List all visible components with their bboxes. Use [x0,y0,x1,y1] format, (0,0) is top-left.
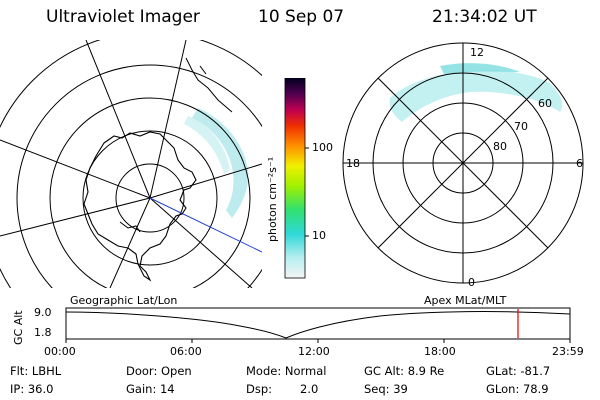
time-tick-1200: 12:00 [298,345,330,358]
seq-info: Seq: 39 [364,382,408,396]
time-tick-1800: 18:00 [424,345,456,358]
time-tick-0000: 00:00 [44,345,76,358]
time-tick-2359: 23:59 [552,345,584,358]
colorbar [284,78,309,279]
colorbar-unit-label: photon cm⁻²s⁻¹ [266,156,279,242]
aurora-emission [192,108,249,218]
mlt-label-18: 18 [346,157,360,170]
ip-info: IP: 36.0 [10,382,54,396]
colorbar-tick-10: 10 [312,229,326,242]
altitude-y-label: GC Alt [12,310,25,345]
antarctica-outline [83,131,197,282]
time-tick-0600: 06:00 [170,345,202,358]
altitude-strip [65,307,571,343]
altitude-curve [65,311,571,339]
instrument-title: Ultraviolet Imager [46,7,200,27]
glon-info: GLon: 78.9 [486,382,549,396]
gain-info: Gain: 14 [126,382,175,396]
apex-polar-plot [342,42,584,284]
mlt-label-12: 12 [470,46,484,59]
gc-alt-info: GC Alt: 8.9 Re [364,364,445,378]
geographic-panel-label: Geographic Lat/Lon [70,294,178,307]
time-label: 21:34:02 UT [432,7,537,27]
mode-info: Mode: Normal [246,364,327,378]
dsp-label: Dsp: [246,382,273,396]
colorbar-tick-100: 100 [312,141,333,154]
lat-label-80: 80 [493,140,507,153]
dsp-value: 2.0 [300,382,319,396]
aurora-oval [389,70,563,122]
altitude-y-tick-high: 9.0 [34,306,52,319]
lat-label-70: 70 [514,120,528,133]
lat-label-60: 60 [538,97,552,110]
date-label: 10 Sep 07 [258,7,345,27]
mlt-label-6: 6 [576,157,583,170]
apex-panel-label: Apex MLat/MLT [424,294,507,307]
door-info: Door: Open [126,364,192,378]
geographic-map [0,40,262,288]
glat-info: GLat: -81.7 [486,364,551,378]
filter-info: Flt: LBHL [10,364,62,378]
altitude-y-tick-low: 1.8 [34,326,52,339]
mlt-label-0: 0 [468,276,475,289]
